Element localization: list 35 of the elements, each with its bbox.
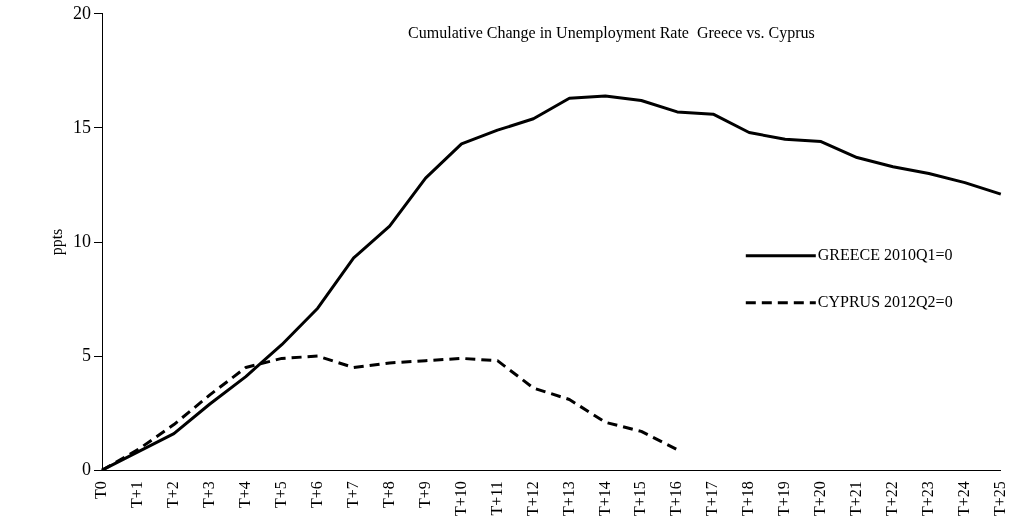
x-tick-label: T+24 (955, 481, 973, 516)
x-tick-label: T+20 (811, 481, 829, 516)
y-tick-label: 5 (82, 344, 91, 365)
x-tick-label: T+16 (667, 481, 685, 516)
x-tick-label: T+8 (379, 481, 397, 508)
x-tick-label: T+14 (595, 481, 613, 516)
x-tick-label: T+17 (703, 481, 721, 516)
x-tick-label: T0 (92, 481, 110, 499)
x-tick-label: T+6 (307, 481, 325, 508)
x-tick-label: T+11 (487, 481, 505, 516)
legend-label: CYPRUS 2012Q2=0 (817, 292, 953, 310)
x-tick-label: T+3 (200, 481, 218, 508)
x-tick-label: T+18 (739, 481, 757, 516)
text: Cumulative Change in Unemployment Rate Greece vs. Cyprus (408, 24, 815, 42)
x-tick-label: T+23 (919, 481, 937, 516)
x-tick-label: T+21 (847, 481, 865, 516)
x-tick-label: T+1 (128, 481, 146, 508)
x-tick-label: T+2 (164, 481, 182, 508)
y-tick-label: 15 (73, 116, 91, 137)
y-tick-label: 20 (73, 2, 91, 23)
y-tick-label: 10 (73, 230, 91, 251)
x-tick-label: T+7 (343, 481, 361, 508)
x-tick-label: T+5 (271, 481, 289, 508)
y-axis-title: ppts (48, 228, 67, 256)
legend-label: GREECE 2010Q1=0 (817, 245, 953, 263)
x-tick-label: T+22 (883, 481, 901, 516)
x-tick-label: T+12 (523, 481, 541, 516)
x-tick-label: T+25 (991, 481, 1008, 516)
x-tick-label: T+13 (559, 481, 577, 516)
x-tick-label: T+19 (775, 481, 793, 516)
x-tick-label: T+9 (415, 481, 433, 508)
y-tick-label: 0 (82, 458, 91, 479)
x-tick-label: T+15 (631, 481, 649, 516)
x-tick-label: T+10 (451, 481, 469, 516)
x-tick-label: T+4 (236, 481, 254, 508)
